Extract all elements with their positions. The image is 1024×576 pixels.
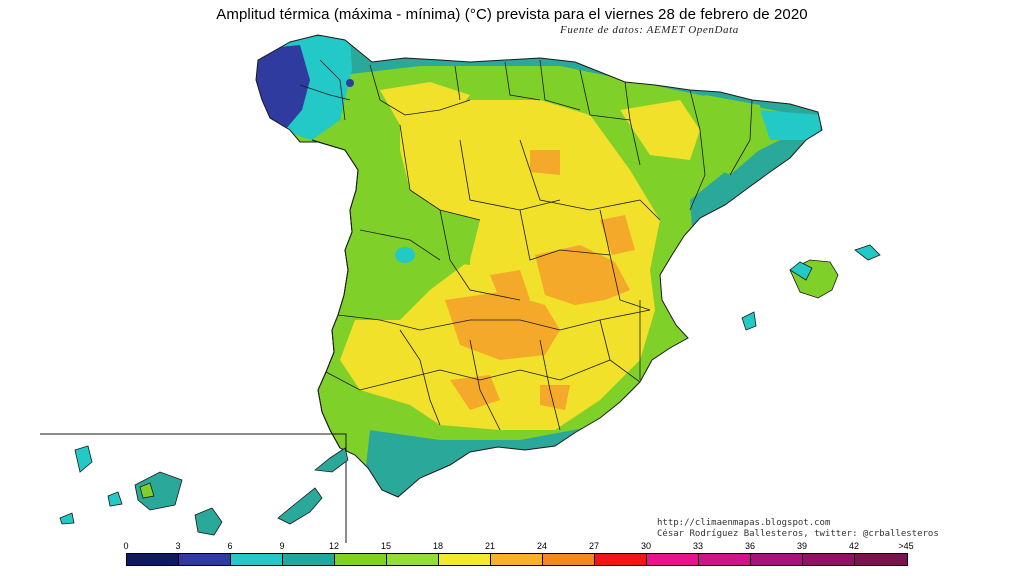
legend-tick-label: 36 [744, 541, 756, 551]
legend-tick-label: 24 [536, 541, 548, 551]
author-credit: César Rodríguez Ballesteros, twitter: @c… [657, 529, 939, 539]
legend-tick-label: 39 [796, 541, 808, 551]
legend-ticks: 0 3 6 9 12 15 18 21 24 27 30 33 36 39 42 >45 [0, 541, 1024, 553]
legend-tick-label: 3 [175, 541, 181, 551]
portugal-border [311, 139, 359, 449]
legend-tick-label: 9 [279, 541, 285, 551]
legend-swatch [855, 554, 907, 565]
legend-swatch [647, 554, 699, 565]
legend-tick-label: 18 [432, 541, 444, 551]
legend-swatch [231, 554, 283, 565]
province-borders [299, 59, 753, 431]
legend-swatch [543, 554, 595, 565]
map-title: Amplitud térmica (máxima - mínima) (°C) … [216, 6, 808, 23]
color-legend [126, 553, 908, 566]
balearic-islands [741, 244, 881, 331]
legend-swatch [439, 554, 491, 565]
legend-tick-label: 0 [123, 541, 129, 551]
credit-text: http://climaenmapas.blogspot.com César R… [657, 518, 939, 540]
legend-swatch [595, 554, 647, 565]
legend-swatch [803, 554, 855, 565]
legend-swatch [179, 554, 231, 565]
data-source-note: Fuente de datos: AEMET OpenData [560, 24, 739, 36]
legend-tick-label: 21 [484, 541, 496, 551]
legend-swatch [127, 554, 179, 565]
legend-tick-label: 30 [640, 541, 652, 551]
legend-tick-label: 42 [848, 541, 860, 551]
legend-tick-label: 15 [380, 541, 392, 551]
canary-inset [40, 433, 349, 543]
legend-tick-label: 27 [588, 541, 600, 551]
legend-tick-label: >45 [898, 541, 914, 551]
legend-tick-label: 33 [692, 541, 704, 551]
legend-swatch [387, 554, 439, 565]
legend-swatch [335, 554, 387, 565]
legend-swatch [283, 554, 335, 565]
legend-swatch [699, 554, 751, 565]
blog-url: http://climaenmapas.blogspot.com [657, 518, 831, 528]
legend-swatch [751, 554, 803, 565]
legend-tick-label: 12 [328, 541, 340, 551]
legend-swatch [491, 554, 543, 565]
legend-tick-label: 6 [227, 541, 233, 551]
